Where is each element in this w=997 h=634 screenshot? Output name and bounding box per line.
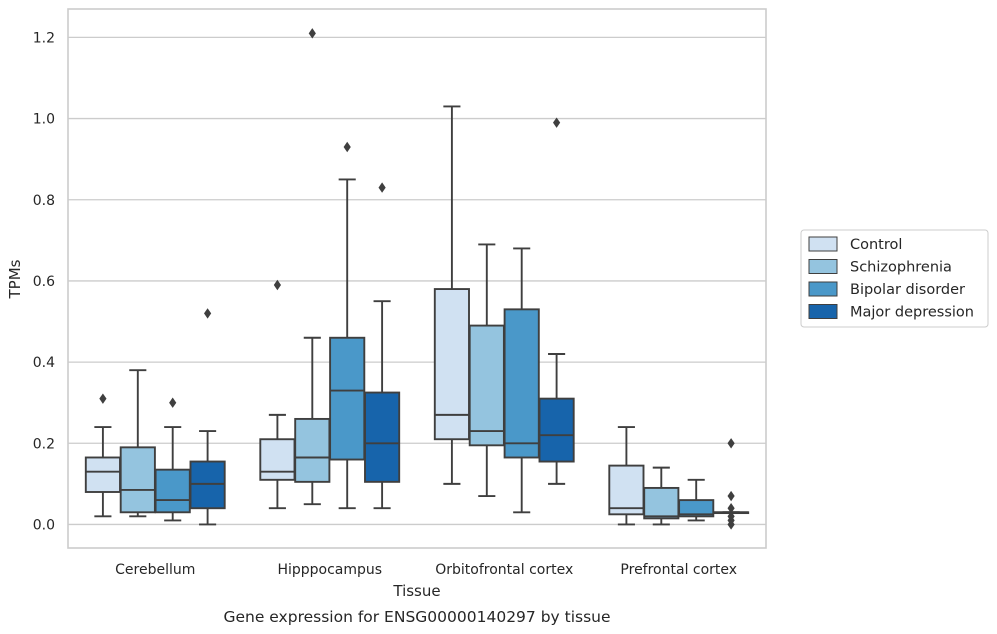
legend-swatch <box>808 259 838 274</box>
outlier-marker <box>273 279 281 291</box>
box-plot <box>433 105 470 485</box>
gridlines <box>68 36 766 526</box>
box <box>608 464 645 516</box>
box <box>154 468 191 514</box>
box-plot <box>538 117 575 485</box>
legend-label: Major depression <box>850 305 974 321</box>
y-tick-label: 1.2 <box>33 30 55 46</box>
box-plot <box>189 308 226 526</box>
y-tick-label: 0.2 <box>33 436 55 452</box>
box-plot <box>294 28 331 506</box>
box <box>119 446 156 514</box>
x-tick-label: Cerebellum <box>115 562 195 578</box>
x-tick-labels: Cerebellum Hipppocampus Orbitofrontal cort… <box>115 562 737 578</box>
box <box>643 486 680 520</box>
y-tick-label: 0.0 <box>33 517 55 533</box>
outlier-marker <box>204 308 212 319</box>
y-axis-label: TPMs <box>6 259 24 299</box>
box-plot <box>468 243 505 497</box>
box <box>84 456 121 493</box>
y-tick-label: 1.0 <box>33 112 55 128</box>
outlier-marker <box>99 393 107 404</box>
box <box>503 308 540 459</box>
box <box>259 438 296 481</box>
legend-label: Bipolar disorder <box>850 282 965 298</box>
box-plot <box>643 466 680 526</box>
x-tick-label: Orbitofrontal cortex <box>435 562 573 578</box>
box <box>364 391 401 483</box>
box <box>538 397 575 463</box>
box <box>468 324 505 447</box>
x-tick-label: Prefrontal cortex <box>620 562 737 578</box>
x-tick-label: Hipppocampus <box>277 562 382 578</box>
legend-label: Control <box>850 237 902 253</box>
box <box>433 288 470 441</box>
y-tick-label: 0.6 <box>33 274 55 290</box>
legend-swatch <box>808 236 838 252</box>
x-axis-label: Tissue <box>392 582 440 600</box>
legend: Control Schizophrenia Bipolar disorder Majo… <box>800 229 989 328</box>
box-plot <box>259 279 296 510</box>
y-tick-label: 0.8 <box>33 193 55 209</box>
box-plot <box>678 478 715 522</box>
legend-swatch <box>808 304 838 319</box>
plot-frame <box>67 8 767 549</box>
outlier-marker <box>727 511 735 522</box>
box-plot <box>154 397 191 522</box>
outlier-marker <box>553 117 561 128</box>
outlier-marker <box>378 182 386 193</box>
box-plot <box>119 369 156 518</box>
legend-label: Schizophrenia <box>850 260 952 276</box>
box-plot <box>84 393 121 518</box>
outlier-marker <box>727 438 735 449</box>
outlier-marker <box>169 397 177 408</box>
box-plot <box>364 182 401 510</box>
box-plot <box>503 247 540 514</box>
box <box>189 460 226 510</box>
outlier-marker <box>727 490 735 502</box>
legend-swatch <box>808 281 838 297</box>
box-plot <box>329 141 366 510</box>
outlier-marker <box>727 503 735 514</box>
legend-frame <box>800 229 989 328</box>
outlier-marker <box>343 141 351 153</box>
y-tick-label: 0.4 <box>33 355 55 371</box>
boxes <box>84 28 750 530</box>
box <box>294 417 331 483</box>
figure-caption: Gene expression for ENSG00000140297 by t… <box>223 608 610 626</box>
box-plot <box>608 426 645 526</box>
box <box>678 499 715 518</box>
box <box>329 336 366 461</box>
box-plot <box>713 438 750 530</box>
outlier-marker <box>308 28 316 39</box>
y-tick-labels: 0.0 0.2 0.4 0.6 0.8 1.0 1.2 <box>33 30 55 533</box>
